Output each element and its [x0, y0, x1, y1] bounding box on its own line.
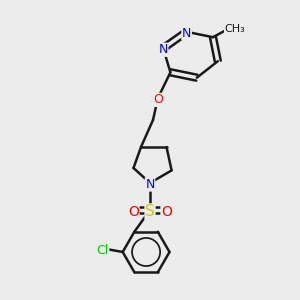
Text: O: O: [128, 205, 139, 218]
Text: Cl: Cl: [97, 244, 109, 257]
Text: N: N: [182, 27, 191, 40]
Text: CH₃: CH₃: [224, 24, 245, 34]
Text: N: N: [145, 178, 155, 191]
Text: N: N: [158, 43, 168, 56]
Text: S: S: [145, 204, 155, 219]
Text: O: O: [153, 93, 163, 106]
Text: O: O: [161, 205, 172, 218]
